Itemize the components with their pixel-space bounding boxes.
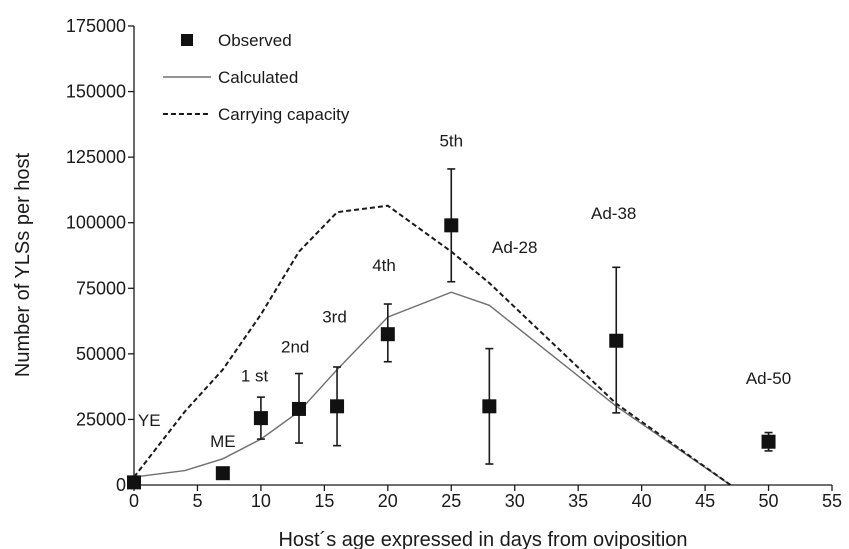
markers (127, 168, 776, 490)
stage-annotation: 1 st (241, 366, 269, 385)
y-tick-label: 0 (116, 475, 126, 495)
annotations: YE ME 1 st 2nd 3rd 4th 5th Ad-28 Ad-38 Ad-50 (138, 132, 791, 451)
observed-point (444, 218, 459, 233)
x-tick-label: 45 (695, 491, 715, 511)
x-axis-title: Host´s age expressed in days from ovipos… (278, 529, 687, 549)
stage-annotation: Ad-28 (492, 238, 537, 257)
stage-annotation: 2nd (281, 338, 309, 357)
carrying-capacity-line (133, 204, 732, 486)
x-tick-label: 55 (822, 491, 842, 511)
y-tick-label: 75000 (76, 278, 126, 298)
x-tick-label: 50 (759, 491, 779, 511)
y-tick-label: 100000 (66, 213, 126, 233)
x-tick-label: 15 (314, 491, 334, 511)
observed-point (215, 466, 230, 481)
y-tick-label: 175000 (66, 16, 126, 36)
legend-label: Carrying capacity (218, 105, 350, 124)
x-tick-label: 40 (632, 491, 652, 511)
observed-point (761, 434, 776, 449)
y-tick-label: 50000 (76, 344, 126, 364)
axes: 0 25000 50000 75000 100000 125000 150000 175000… (66, 16, 842, 511)
x-tick-label: 20 (378, 491, 398, 511)
stage-annotation: 4th (372, 256, 396, 275)
y-tick-label: 150000 (66, 82, 126, 102)
observed-point (291, 401, 306, 416)
legend-label: Observed (218, 31, 292, 50)
y-axis-title: Number of YLSs per host (12, 152, 34, 377)
stage-annotation: YE (138, 411, 161, 430)
stage-annotation: 5th (439, 132, 463, 151)
stage-annotation: Ad-50 (746, 369, 791, 388)
legend-observed-swatch (181, 34, 193, 46)
x-tick-label: 25 (441, 491, 461, 511)
x-tick-label: 35 (568, 491, 588, 511)
stage-annotation: ME (210, 432, 236, 451)
legend: Observed Calculated Carrying capacity (163, 31, 350, 124)
x-tick-label: 30 (505, 491, 525, 511)
observed-point (380, 327, 395, 342)
observed-point (609, 333, 624, 348)
x-tick-label: 0 (129, 491, 139, 511)
x-tick-label: 5 (192, 491, 202, 511)
stage-annotation: 3rd (322, 307, 347, 326)
observed-point (253, 411, 268, 426)
y-tick-label: 25000 (76, 409, 126, 429)
y-tick-label: 125000 (66, 147, 126, 167)
legend-label: Calculated (218, 68, 298, 87)
stage-annotation: Ad-38 (591, 204, 636, 223)
observed-point (127, 475, 141, 490)
observed-point (482, 399, 497, 414)
observed-point (330, 399, 345, 414)
x-tick-label: 10 (251, 491, 271, 511)
